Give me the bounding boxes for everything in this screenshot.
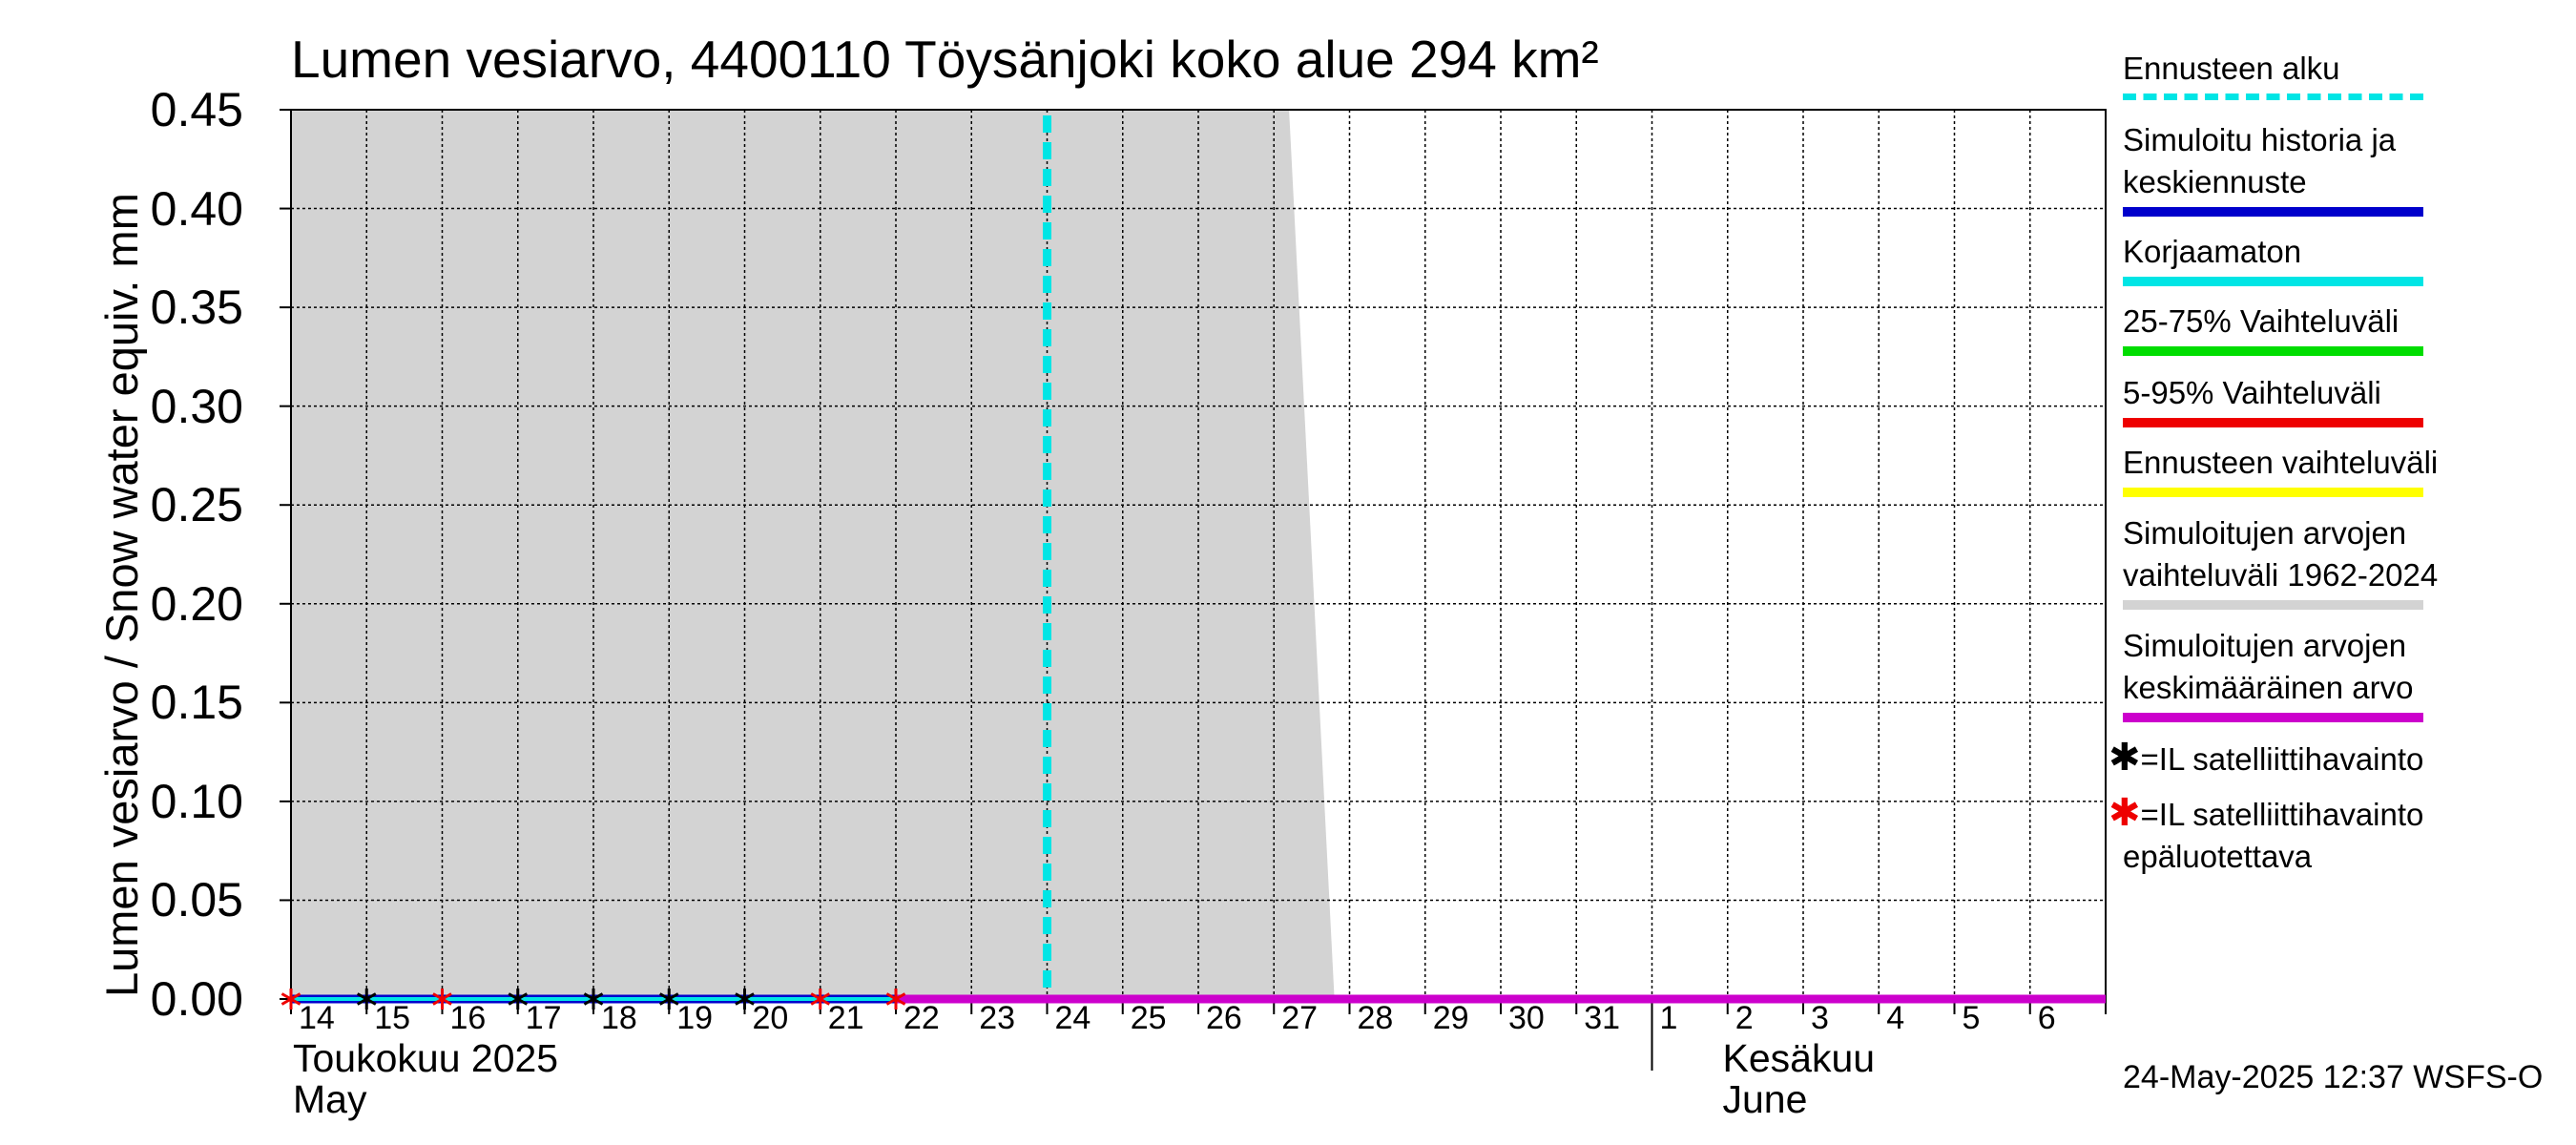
y-tick-label: 0.30	[150, 379, 243, 433]
legend-label: Simuloitujen arvojen	[2123, 628, 2407, 663]
x-tick-label: 16	[449, 1000, 487, 1036]
x-tick-label: 30	[1508, 1000, 1545, 1036]
y-tick-label: 0.45	[150, 83, 243, 136]
x-tick-label: 27	[1281, 1000, 1319, 1036]
x-tick-label: 31	[1584, 1000, 1621, 1036]
legend-item: Ennusteen alku	[2123, 48, 2504, 100]
timestamp-footer: 24-May-2025 12:37 WSFS-O	[2123, 1059, 2544, 1095]
x-tick-label: 5	[1962, 1000, 1981, 1036]
unreliable-satellite-observation-marker	[885, 989, 906, 1010]
legend-label: =IL satelliittihavainto	[2140, 741, 2424, 777]
legend-label: vaihteluväli 1962-2024	[2123, 557, 2439, 593]
y-tick-label: 0.05	[150, 873, 243, 927]
legend-item: Simuloitujen arvojen vaihteluväli 1962-20…	[2123, 512, 2504, 610]
asterisk-icon: ✱	[2109, 792, 2141, 834]
y-tick-label: 0.10	[150, 774, 243, 828]
legend-swatch	[2123, 418, 2423, 427]
x-tick-label: 17	[525, 1000, 562, 1036]
y-tick-label: 0.00	[150, 972, 243, 1026]
legend-swatch	[2123, 277, 2423, 286]
chart-title: Lumen vesiarvo, 4400110 Töysänjoki koko …	[291, 30, 1599, 89]
legend-swatch	[2123, 488, 2423, 497]
legend-swatch	[2123, 207, 2423, 217]
legend-swatch	[2123, 94, 2423, 100]
x-tick-label: 24	[1054, 1000, 1091, 1036]
legend-marker-item: ✱=IL satelliittihavainto epäluotettava	[2109, 792, 2423, 878]
legend-item: Simuloitu historia ja keskiennuste	[2123, 119, 2504, 217]
x-tick-label: 22	[904, 1000, 940, 1036]
x-tick-label: 28	[1357, 1000, 1394, 1036]
x-tick-label: 1	[1659, 1000, 1678, 1036]
legend-label: Korjaamaton	[2123, 234, 2302, 269]
satellite-observation-marker	[658, 989, 679, 1010]
x-tick-label: 21	[827, 1000, 864, 1036]
x-tick-label: 6	[2037, 1000, 2056, 1036]
x-tick-label: 20	[752, 1000, 789, 1036]
x-tick-label: 15	[374, 1000, 411, 1036]
satellite-observation-marker	[508, 989, 529, 1010]
legend-item: 5-95% Vaihteluväli	[2123, 372, 2504, 427]
x-tick-label: 29	[1432, 1000, 1469, 1036]
legend-swatch	[2123, 713, 2423, 722]
x-tick-label: 18	[601, 1000, 637, 1036]
historical-range-band	[291, 110, 1335, 999]
legend-label: =IL satelliittihavainto	[2140, 797, 2424, 832]
legend-item: Ennusteen vaihteluväli	[2123, 442, 2504, 497]
legend-label: Simuloitu historia ja	[2123, 122, 2397, 157]
x-tick-label: 26	[1206, 1000, 1242, 1036]
month-label: Toukokuu 2025 May	[293, 1036, 559, 1121]
legend-item: Korjaamaton	[2123, 231, 2504, 286]
asterisk-icon: ✱	[2109, 737, 2141, 779]
legend-label: Ennusteen vaihteluväli	[2123, 445, 2439, 480]
unreliable-satellite-observation-marker	[810, 989, 831, 1010]
y-tick-label: 0.35	[150, 281, 243, 335]
legend-label: keskiennuste	[2123, 164, 2307, 199]
x-tick-label: 25	[1130, 1000, 1167, 1036]
x-tick-label: 4	[1886, 1000, 1905, 1036]
legend-label: keskimääräinen arvo	[2123, 670, 2414, 705]
x-tick-label: 19	[676, 1000, 714, 1036]
x-tick-label: 23	[979, 1000, 1016, 1036]
legend-label: epäluotettava	[2123, 839, 2313, 874]
unreliable-satellite-observation-marker	[432, 989, 452, 1010]
unreliable-satellite-observation-marker	[280, 989, 301, 1010]
x-tick-label: 3	[1811, 1000, 1829, 1036]
legend-label: 5-95% Vaihteluväli	[2123, 375, 2381, 410]
legend-swatch	[2123, 600, 2423, 610]
legend-label: Ennusteen alku	[2123, 51, 2340, 86]
satellite-observation-marker	[583, 989, 604, 1010]
month-label: Kesäkuu June	[1722, 1036, 1876, 1121]
legend-label: Simuloitujen arvojen	[2123, 515, 2407, 551]
legend-item: Simuloitujen arvojen keskimääräinen arvo	[2123, 625, 2504, 722]
x-tick-label: 2	[1735, 1000, 1754, 1036]
legend-label: 25-75% Vaihteluväli	[2123, 303, 2399, 339]
y-tick-label: 0.15	[150, 676, 243, 730]
satellite-observation-marker	[356, 989, 377, 1010]
legend-item: 25-75% Vaihteluväli	[2123, 301, 2504, 356]
x-tick-label: 14	[299, 1000, 335, 1036]
y-tick-label: 0.40	[150, 181, 243, 236]
y-tick-label: 0.25	[150, 478, 243, 532]
satellite-observation-marker	[735, 989, 755, 1010]
legend-swatch	[2123, 346, 2423, 356]
legend-marker-item: ✱=IL satelliittihavainto	[2109, 737, 2423, 781]
y-tick-label: 0.20	[150, 576, 243, 631]
